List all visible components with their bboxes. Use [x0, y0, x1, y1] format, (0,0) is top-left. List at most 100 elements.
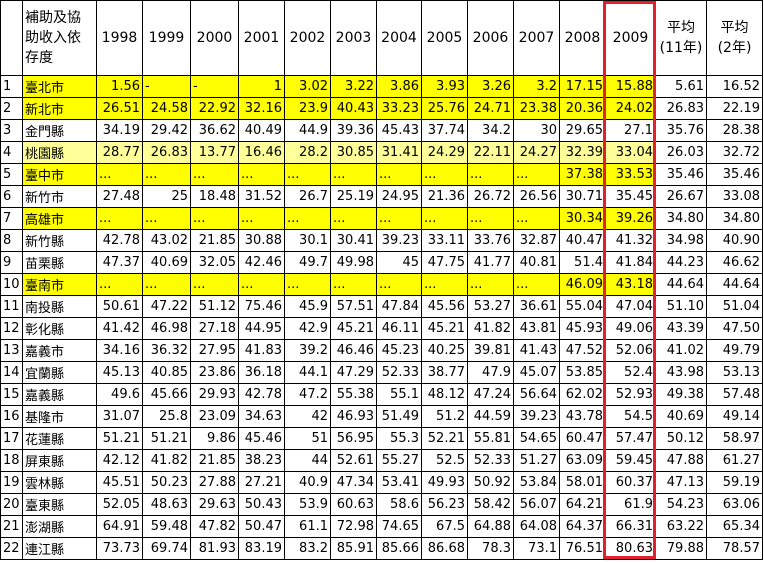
header-row: 補助及協助收入依存度 1998 1999 2000 2001 2002 2003 2004 20… — [0, 0, 763, 76]
value-cell: 43.18 — [605, 273, 656, 296]
table-row: 20 臺東縣 52.05 48.63 29.63 50.43 53.9 60.63 58.6 56… — [0, 493, 763, 516]
value-cell: 33.08 — [706, 185, 763, 208]
value-cell: 44.64 — [706, 273, 763, 296]
region-name: 嘉義縣 — [22, 383, 97, 406]
row-number: 5 — [0, 163, 23, 186]
row-number: 21 — [0, 515, 23, 538]
value-cell: 32.05 — [190, 251, 239, 274]
value-cell: 33.11 — [421, 229, 468, 252]
value-cell: 34.2 — [467, 119, 514, 142]
value-cell: 51.21 — [142, 427, 191, 450]
table-row: 12 彰化縣 41.42 46.98 27.18 44.95 42.9 45.21 46.11 4… — [0, 317, 763, 340]
value-cell: 18.48 — [190, 185, 239, 208]
value-cell: 25.76 — [421, 97, 468, 120]
value-cell: 42.78 — [238, 383, 285, 406]
value-cell: 43.02 — [142, 229, 191, 252]
value-cell: 80.63 — [605, 537, 656, 560]
value-cell: 40.9 — [284, 471, 331, 494]
value-cell: 58.97 — [706, 427, 763, 450]
value-cell: 35.46 — [655, 163, 707, 186]
table-row: 4 桃園縣 28.77 26.83 13.77 16.46 28.2 30.85 31.41 24… — [0, 141, 763, 164]
value-cell: ... — [330, 207, 377, 230]
table-row: 2 新北市 26.51 24.58 22.92 32.16 23.9 40.43 33.23 25… — [0, 97, 763, 120]
value-cell: ... — [190, 163, 239, 186]
value-cell: 61.27 — [706, 449, 763, 472]
value-cell: 47.88 — [655, 449, 707, 472]
row-number: 2 — [0, 97, 23, 120]
value-cell: 49.93 — [421, 471, 468, 494]
value-cell: 35.46 — [706, 163, 763, 186]
value-cell: 44.9 — [284, 119, 331, 142]
region-name: 臺中市 — [22, 163, 97, 186]
value-cell: 24.02 — [605, 97, 656, 120]
value-cell: 53.41 — [376, 471, 422, 494]
value-cell: 76.51 — [559, 537, 606, 560]
header-cell: 2004 — [376, 0, 422, 76]
table-row: 10 臺南市.............................. 46.09… — [0, 273, 763, 296]
table-row: 17 花蓮縣 51.21 51.21 9.86 45.46 51 56.95 55.3 52.21… — [0, 427, 763, 450]
value-cell: 26.56 — [513, 185, 560, 208]
value-cell: 22.19 — [706, 97, 763, 120]
value-cell: 40.49 — [238, 119, 285, 142]
value-cell: 36.32 — [142, 339, 191, 362]
row-number: 13 — [0, 339, 23, 362]
value-cell: ... — [376, 273, 422, 296]
row-number: 16 — [0, 405, 23, 428]
value-cell: 37.74 — [421, 119, 468, 142]
value-cell: 24.27 — [513, 141, 560, 164]
value-cell: 51.27 — [513, 449, 560, 472]
value-cell: 58.6 — [376, 493, 422, 516]
value-cell: 59.19 — [706, 471, 763, 494]
value-cell: 41.82 — [142, 449, 191, 472]
value-cell: ... — [513, 163, 560, 186]
value-cell: 1.56 — [96, 75, 143, 98]
value-cell: ... — [421, 163, 468, 186]
value-cell: 42.12 — [96, 449, 143, 472]
value-cell: 52.61 — [330, 449, 377, 472]
value-cell: 23.09 — [190, 405, 239, 428]
value-cell: 26.67 — [655, 185, 707, 208]
table-row: 8 新竹縣 42.78 43.02 21.85 30.88 30.1 30.41 39.23 33… — [0, 229, 763, 252]
value-cell: 45.21 — [421, 317, 468, 340]
value-cell: 40.25 — [421, 339, 468, 362]
region-name: 臺北市 — [22, 75, 97, 98]
header-cell: 2003 — [330, 0, 377, 76]
value-cell: - — [142, 75, 191, 98]
value-cell: 64.88 — [467, 515, 514, 538]
value-cell: 47.9 — [467, 361, 514, 384]
table-body: 1 臺北市 1.56- -1 3.02 3.22 3.86 3.93 3.26 3.2 17.15 1… — [0, 75, 763, 560]
value-cell: 62.02 — [559, 383, 606, 406]
value-cell: 52.05 — [96, 493, 143, 516]
value-cell: 63.06 — [706, 493, 763, 516]
value-cell: 44.59 — [467, 405, 514, 428]
row-number: 12 — [0, 317, 23, 340]
value-cell: 74.65 — [376, 515, 422, 538]
value-cell: 36.62 — [190, 119, 239, 142]
value-cell: 50.23 — [142, 471, 191, 494]
header-cell: 2008 — [559, 0, 606, 76]
value-cell: 54.23 — [655, 493, 707, 516]
value-cell: 50.61 — [96, 295, 143, 318]
table-row: 15 嘉義縣 49.6 45.66 29.93 42.78 47.2 55.38 55.1 48.… — [0, 383, 763, 406]
value-cell: 51.4 — [559, 251, 606, 274]
value-cell: 44.95 — [238, 317, 285, 340]
value-cell: 48.12 — [421, 383, 468, 406]
value-cell: 83.2 — [284, 537, 331, 560]
value-cell: 59.48 — [142, 515, 191, 538]
value-cell: 75.46 — [238, 295, 285, 318]
value-cell: 13.77 — [190, 141, 239, 164]
value-cell: 27.48 — [96, 185, 143, 208]
value-cell: 59.45 — [605, 449, 656, 472]
value-cell: ... — [467, 207, 514, 230]
row-number: 8 — [0, 229, 23, 252]
value-cell: 78.3 — [467, 537, 514, 560]
value-cell: 41.43 — [513, 339, 560, 362]
region-name: 南投縣 — [22, 295, 97, 318]
value-cell: 47.84 — [376, 295, 422, 318]
value-cell: 46.11 — [376, 317, 422, 340]
value-cell: 20.36 — [559, 97, 606, 120]
header-cell — [0, 0, 23, 76]
value-cell: 26.51 — [96, 97, 143, 120]
header-cell: 2009 — [605, 0, 656, 76]
value-cell: 43.39 — [655, 317, 707, 340]
